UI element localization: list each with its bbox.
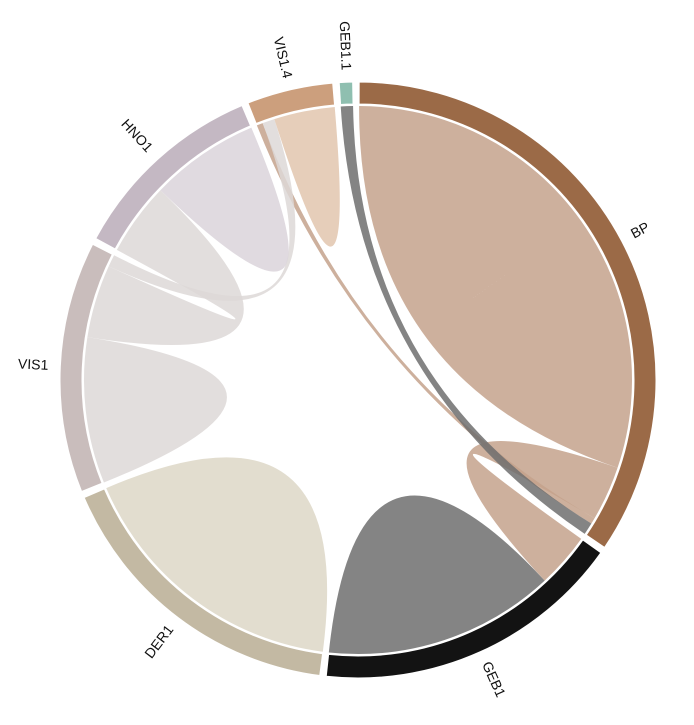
ribbon-der1-der1 — [106, 457, 328, 652]
arc-bp — [358, 81, 657, 549]
ribbon-bp-geb1 — [466, 441, 618, 581]
ribbon-vis1-vis1-4 — [108, 119, 296, 301]
label-der1: DER1 — [141, 622, 176, 662]
label-vis1: VIS1 — [18, 356, 49, 373]
label-geb1: GEB1 — [479, 659, 509, 700]
arc-vis1 — [59, 243, 113, 493]
label-geb1-1: GEB1.1 — [337, 21, 355, 71]
arc-vis1-4 — [247, 82, 336, 125]
ribbon-vis1-vis1 — [83, 337, 227, 483]
arc-der1 — [83, 488, 324, 677]
ribbon-vis1-4-vis1-4 — [274, 106, 340, 247]
label-vis1-4: VIS1.4 — [271, 35, 296, 80]
arc-geb1 — [325, 539, 602, 679]
label-hno1: HNO1 — [118, 116, 156, 156]
ribbon-geb1-geb1 — [328, 495, 545, 654]
arc-geb1-1 — [338, 81, 354, 106]
ribbon-hno1-hno1 — [160, 127, 289, 272]
arc-hno1 — [95, 104, 252, 250]
ribbons — [83, 106, 633, 654]
label-bp: BP — [628, 218, 652, 241]
ribbon-vis1-hno1 — [87, 190, 244, 345]
ribbon-bp-bp — [359, 106, 633, 468]
group-arcs — [59, 81, 657, 679]
